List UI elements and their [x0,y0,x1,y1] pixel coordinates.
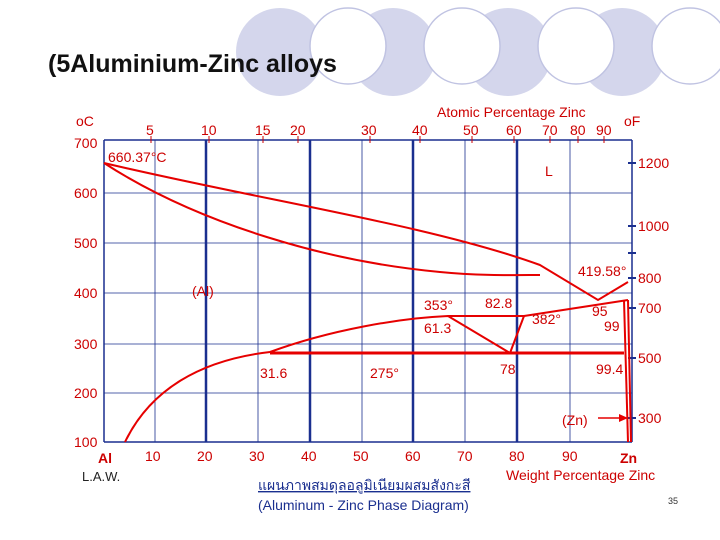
solvus-al [124,351,271,443]
zn-melting-point: 419.58° [578,263,626,279]
celsius-unit: oC [76,113,94,129]
left-tick-label: 700 [74,135,98,151]
bottom-tick-label: 60 [405,448,421,464]
miscibility-gap [269,314,511,354]
temp-382-label: 382° [532,311,561,327]
comp-78-label: 78 [500,361,516,377]
top-tick-label: 60 [506,122,522,138]
al-end-label: Al [98,450,112,466]
plot-area [104,140,632,442]
liquidus-line [103,162,629,302]
grid [103,139,633,443]
zn-phase-label: (Zn) [562,412,588,428]
left-tick-label: 600 [74,185,98,201]
bottom-tick-label: 40 [301,448,317,464]
right-tick-label: 1000 [638,218,669,234]
bottom-tick-label: 90 [562,448,578,464]
left-tick-label: 100 [74,434,98,450]
bottom-tick-label: 30 [249,448,265,464]
top-tick-label: 40 [412,122,428,138]
left-tick-label: 300 [74,336,98,352]
comp-828-label: 82.8 [485,295,512,311]
bottom-tick-label: 20 [197,448,213,464]
left-tick-label: 500 [74,235,98,251]
bottom-tick-label: 10 [145,448,161,464]
bottom-axis-title: Weight Percentage Zinc [506,467,655,483]
top-tick-label: 50 [463,122,479,138]
solidus-line [103,162,541,277]
comp-99-label: 99 [604,318,620,334]
left-tick-label: 200 [74,385,98,401]
right-tick-label: 300 [638,410,662,426]
zn-arrow-head [619,414,628,422]
caption-english: (Aluminum - Zinc Phase Diagram) [258,497,469,513]
temp-275-label: 275° [370,365,399,381]
top-tick-label: 70 [542,122,558,138]
top-tick-label: 10 [201,122,217,138]
zn-end-label: Zn [620,450,637,466]
right-tick-label: 800 [638,270,662,286]
top-axis-title: Atomic Percentage Zinc [437,104,586,120]
right-tick-label: 500 [638,350,662,366]
comp-95-label: 95 [592,303,608,319]
top-tick-label: 5 [146,122,154,138]
bottom-tick-label: 80 [509,448,525,464]
page-number: 35 [668,496,679,506]
temp-353-label: 353° [424,297,453,313]
top-tick-label: 30 [361,122,377,138]
top-tick-label: 90 [596,122,612,138]
comp-316-label: 31.6 [260,365,287,381]
right-tick-label: 1200 [638,155,669,171]
top-ticks [150,136,605,143]
top-tick-label: 15 [255,122,271,138]
top-tick-label: 80 [570,122,586,138]
comp-613-label: 61.3 [424,320,451,336]
bottom-tick-label: 50 [353,448,369,464]
phase-boundaries [103,162,632,443]
left-tick-label: 400 [74,285,98,301]
liquid-region-label: L [545,163,553,179]
top-tick-label: 20 [290,122,306,138]
caption-thai: แผนภาพสมดุลอลูมิเนียมผสมสังกะสี [258,477,471,494]
right-tick-label: 700 [638,300,662,316]
al-phase-label: (Al) [192,283,214,299]
slide-title: (5Aluminium-Zinc alloys [48,50,337,78]
fahrenheit-unit: oF [624,113,640,129]
comp-994-label: 99.4 [596,361,623,377]
al-melting-point: 660.37°C [108,149,167,165]
credit-label: L.A.W. [82,469,120,484]
bottom-tick-label: 70 [457,448,473,464]
